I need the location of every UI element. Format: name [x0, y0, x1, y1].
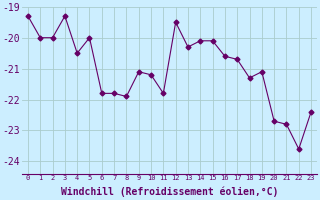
X-axis label: Windchill (Refroidissement éolien,°C): Windchill (Refroidissement éolien,°C) [61, 187, 278, 197]
